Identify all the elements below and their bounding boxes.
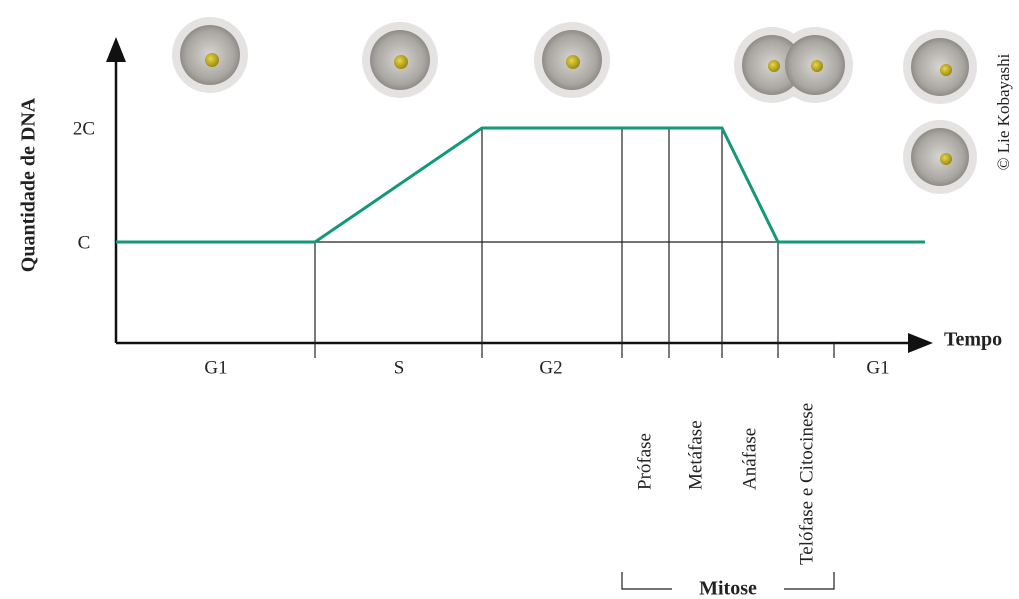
y-level-label: C: [78, 232, 91, 253]
cell: [362, 22, 438, 98]
stage-label: Prófase: [634, 433, 655, 490]
shape: [911, 128, 969, 186]
cell: [903, 30, 977, 104]
diagram: © Lie Kobayashi Quantidade de DNA Tempo …: [0, 0, 1019, 599]
cell: [903, 120, 977, 194]
stage-label: Anáfase: [739, 428, 760, 490]
dna-curve: [116, 128, 925, 242]
y-axis-label: Quantidade de DNA: [18, 97, 40, 272]
stage-label: Metáfase: [685, 420, 706, 490]
x-axis-label: Tempo: [944, 329, 1002, 351]
mitosis-label: Mitose: [699, 578, 757, 599]
shape: [911, 38, 969, 96]
shape: [768, 60, 780, 72]
credit: © Lie Kobayashi: [994, 53, 1013, 170]
phase-label: S: [394, 357, 405, 378]
cell: [172, 17, 248, 93]
shape: [940, 64, 952, 76]
phase-label: G1: [866, 357, 889, 378]
y-level-label: 2C: [73, 118, 95, 139]
stage-label: Telófase e Citocinese: [796, 403, 817, 565]
phase-label: G2: [539, 357, 562, 378]
shape: [205, 53, 219, 67]
shape: [940, 153, 952, 165]
cells: [172, 17, 977, 194]
shape: [566, 55, 580, 69]
cell: [534, 22, 610, 98]
shape: [811, 60, 823, 72]
cell-dividing: [734, 27, 853, 103]
shape: [394, 55, 408, 69]
phase-label: G1: [204, 357, 227, 378]
